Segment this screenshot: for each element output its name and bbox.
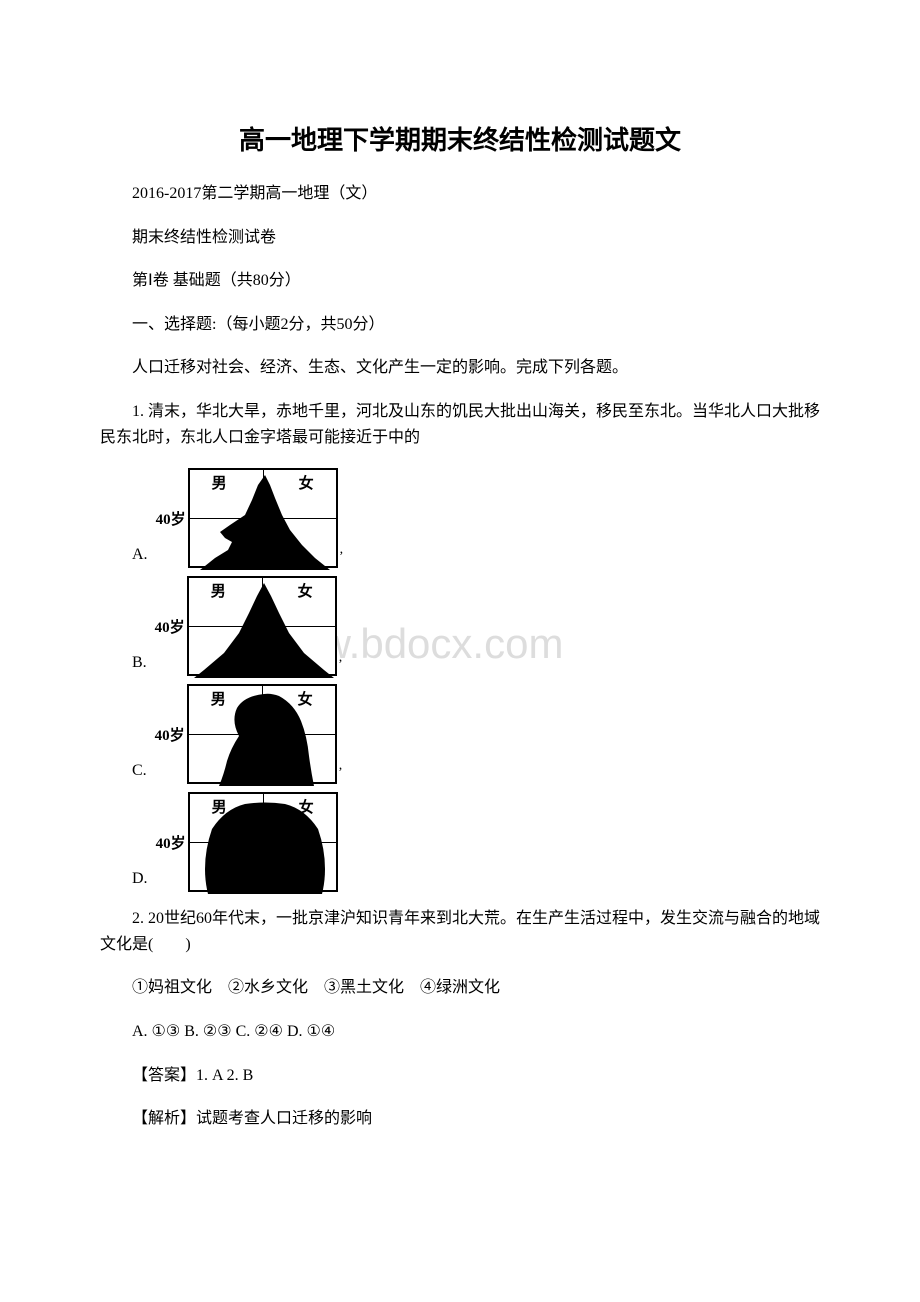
option-d-row: D. 40岁 男 女 xyxy=(132,792,820,892)
age-label-a: 40岁 xyxy=(156,508,186,529)
age-label-d: 40岁 xyxy=(156,832,186,853)
pyramid-d: 40岁 男 女 xyxy=(156,792,338,892)
intro-text: 人口迁移对社会、经济、生态、文化产生一定的影响。完成下列各题。 xyxy=(100,355,820,381)
option-b-letter: B. xyxy=(132,654,147,672)
option-c-letter: C. xyxy=(132,762,147,780)
option-c-row: C. 40岁 男 女 , xyxy=(132,684,820,784)
pyramid-shape-a xyxy=(190,470,340,570)
analysis-text: 【解析】试题考查人口迁移的影响 xyxy=(100,1106,820,1132)
pyramid-box-a: 男 女 xyxy=(188,468,338,568)
question-2: 2. 20世纪60年代末，一批京津沪知识青年来到北大荒。在生产生活过程中，发生交… xyxy=(100,906,820,957)
question-2-choices: A. ①③ B. ②③ C. ②④ D. ①④ xyxy=(100,1019,820,1045)
pyramid-shape-b xyxy=(189,578,339,678)
age-label-c: 40岁 xyxy=(155,724,185,745)
option-a-row: A. 40岁 男 女 , xyxy=(132,468,820,568)
pyramid-c: 40岁 男 女 xyxy=(155,684,337,784)
header-semester: 2016-2017第二学期高一地理（文） xyxy=(100,181,820,207)
pyramid-b: 40岁 男 女 xyxy=(155,576,337,676)
comma-b: , xyxy=(339,650,343,666)
comma-c: , xyxy=(339,758,343,774)
comma-a: , xyxy=(340,542,344,558)
pyramid-box-b: 男 女 xyxy=(187,576,337,676)
pyramid-a: 40岁 男 女 xyxy=(156,468,338,568)
option-a-letter: A. xyxy=(132,546,148,564)
section-part1: 第Ⅰ卷 基础题（共80分） xyxy=(100,268,820,294)
header-exam: 期末终结性检测试卷 xyxy=(100,225,820,251)
pyramid-shape-d xyxy=(190,794,340,894)
option-b-row: B. 40岁 男 女 , xyxy=(132,576,820,676)
pyramid-shape-c xyxy=(189,686,339,786)
age-label-b: 40岁 xyxy=(155,616,185,637)
pyramid-box-d: 男 女 xyxy=(188,792,338,892)
question-2-options: ①妈祖文化 ②水乡文化 ③黑土文化 ④绿洲文化 xyxy=(100,975,820,1001)
answer-text: 【答案】1. A 2. B xyxy=(100,1063,820,1089)
page-title: 高一地理下学期期末终结性检测试题文 xyxy=(100,120,820,157)
question-1: 1. 清末，华北大旱，赤地千里，河北及山东的饥民大批出山海关，移民至东北。当华北… xyxy=(100,399,820,450)
option-d-letter: D. xyxy=(132,870,148,888)
pyramid-box-c: 男 女 xyxy=(187,684,337,784)
section-choice: 一、选择题:（每小题2分，共50分） xyxy=(100,312,820,338)
